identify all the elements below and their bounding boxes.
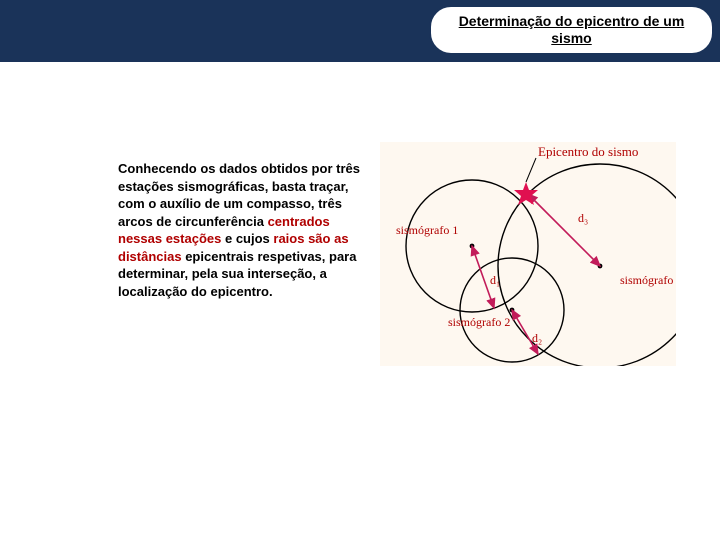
epicenter-star-icon (514, 182, 538, 205)
title-pill: Determinação do epicentro de um sismo (429, 5, 714, 55)
body-paragraph: Conhecendo os dados obtidos por três est… (118, 160, 370, 300)
radius-arrow-3 (528, 194, 600, 266)
label-d2: d₂ (532, 331, 542, 345)
epicenter-pointer (526, 158, 536, 182)
epicenter-label: Epicentro do sismo (538, 144, 638, 159)
label-sismografo-3: sismógrafo 3 (620, 273, 676, 287)
label-d1: d₁ (490, 273, 500, 287)
label-sismografo-1: sismógrafo 1 (396, 223, 458, 237)
text-p2: e cujos (221, 231, 273, 246)
label-d3: d₃ (578, 211, 588, 225)
page-title: Determinação do epicentro de um sismo (441, 13, 702, 48)
epicenter-diagram: Epicentro do sismo sismógrafo 1 sismógra… (380, 142, 676, 366)
label-sismografo-2: sismógrafo 2 (448, 315, 510, 329)
